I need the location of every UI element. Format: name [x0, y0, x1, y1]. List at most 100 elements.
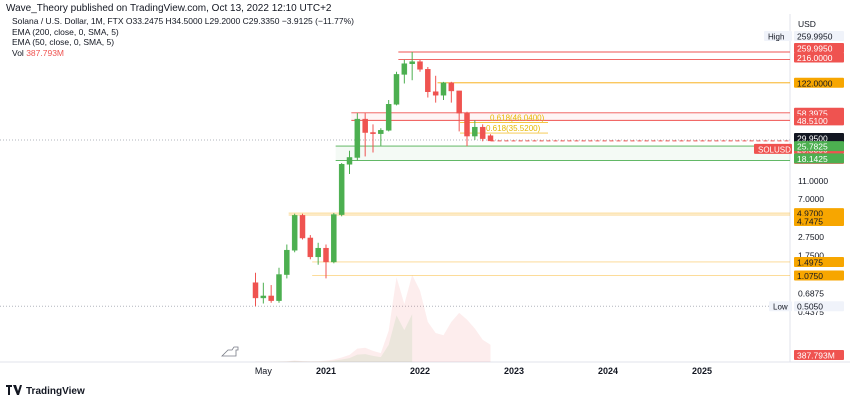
price-tag-bg-12 [794, 216, 844, 227]
price-tag-2: 216.0000 [797, 53, 833, 63]
price-tag-label-0: High [768, 33, 784, 42]
legend-symbol: Solana / U.S. Dollar, 1M, FTX [12, 16, 124, 26]
price-tag-bg-16 [794, 350, 844, 360]
price-tag-bg-4 [794, 107, 844, 118]
price-tag-label-bg-7 [754, 143, 792, 154]
y-tick-2: 2.7500 [798, 232, 824, 242]
price-tag-1: 259.9950 [797, 44, 833, 54]
candle-body-29 [479, 126, 486, 139]
y-tick-5: 0.4375 [798, 307, 824, 317]
tradingview-logo-icon [6, 385, 22, 398]
y-tick-4: 0.6875 [798, 289, 824, 299]
price-tag-11: 4.9700 [797, 209, 823, 219]
candle-body-26 [456, 90, 462, 114]
candle-body-11 [338, 164, 345, 215]
candle-body-14 [362, 118, 368, 133]
candle-body-1 [260, 295, 267, 299]
candle-body-9 [323, 247, 329, 263]
x-tick-2023: 2023 [504, 366, 524, 376]
tradingview-logo-text: TradingView [26, 386, 85, 397]
candle-body-0 [252, 282, 259, 299]
candle-body-24 [440, 82, 447, 96]
legend-vol-label: Vol [12, 47, 24, 58]
candle-body-20 [409, 61, 415, 64]
price-tag-bg-2 [794, 52, 844, 63]
candle-body-22 [425, 69, 431, 92]
price-tag-bg-5 [794, 115, 844, 126]
price-tag-label-bg-15 [769, 301, 792, 312]
currency-label: USD [798, 19, 816, 29]
publisher-header: Wave_Theory published on TradingView.com… [6, 3, 332, 14]
x-tick-May: May [255, 366, 273, 376]
price-tag-3: 122.0000 [797, 78, 833, 88]
candle-body-7 [307, 237, 314, 258]
price-tag-bg-13 [794, 256, 844, 267]
candle-body-25 [448, 82, 455, 92]
price-tag-15: 0.5050 [797, 302, 823, 312]
legend-ema200[interactable]: EMA (200, close, 0, SMA, 5) [12, 26, 119, 37]
price-tag-bg-10 [794, 153, 844, 164]
candle-body-16 [378, 130, 384, 134]
price-tag-label-15: Low [773, 303, 788, 312]
x-tick-2021: 2021 [316, 366, 336, 376]
candle-body-30 [487, 135, 494, 142]
candle-body-28 [472, 126, 478, 137]
candle-body-19 [401, 63, 408, 75]
candle-body-18 [393, 74, 400, 105]
legend-ema50[interactable]: EMA (50, close, 0, SMA, 5) [12, 37, 115, 47]
candle-body-15 [370, 132, 376, 134]
price-tag-label-bg-0 [764, 31, 792, 41]
resistance-zone [351, 112, 790, 121]
price-tag-5: 48.5100 [797, 116, 828, 126]
legend-vol-value: 387.793M [26, 47, 65, 58]
price-tag-16: 387.793M [797, 351, 835, 361]
price-tag-0: 259.9950 [797, 32, 833, 42]
price-tag-10: 18.1425 [797, 154, 828, 164]
price-tag-4: 58.3975 [797, 108, 828, 118]
candle-body-8 [315, 247, 321, 258]
price-tag-bg-15 [794, 301, 844, 312]
price-tag-bg-9 [794, 141, 844, 152]
legend-ohlc: O33.2475 H34.5000 L29.2000 C29.3350 −3.9… [125, 16, 354, 26]
price-tag-bg-6 [794, 133, 844, 143]
price-tag-12: 4.7475 [797, 217, 823, 227]
candle-body-2 [268, 295, 274, 301]
fib-label-0: 0.618(46.0400) [490, 113, 545, 122]
candle-body-13 [354, 118, 361, 158]
y-tick-1: 7.0000 [798, 194, 824, 204]
candle-body-23 [432, 91, 439, 96]
y-tick-0: 11.0000 [798, 176, 828, 186]
price-tag-13: 1.4975 [797, 257, 823, 267]
candle-body-10 [331, 214, 337, 263]
price-tag-bg-14 [794, 270, 844, 281]
support-zone [335, 146, 790, 161]
volume-area [255, 275, 491, 362]
price-tag-bg-0 [794, 31, 844, 41]
price-tag-bg-11 [794, 208, 844, 219]
candle-body-4 [284, 249, 290, 275]
y-tick-3: 1.7500 [798, 251, 824, 261]
x-tick-2022: 2022 [410, 366, 430, 376]
candle-body-5 [291, 215, 298, 251]
candle-body-17 [385, 104, 392, 131]
price-tag-6: 29.9500 [797, 134, 828, 144]
x-tick-2025: 2025 [692, 366, 712, 376]
fib-label-1: 0.618(35.5200) [486, 124, 541, 133]
price-tag-label-7: SOLUSD [758, 145, 791, 154]
legend-symbol-row[interactable]: Solana / U.S. Dollar, 1M, FTX O33.2475 H… [12, 16, 354, 27]
candle-body-3 [276, 274, 282, 301]
chart-legend: Solana / U.S. Dollar, 1M, FTX O33.2475 H… [12, 16, 354, 58]
tradingview-footer[interactable]: TradingView [6, 385, 85, 398]
candle-body-21 [417, 61, 423, 70]
x-tick-2024: 2024 [598, 366, 618, 376]
candle-body-6 [299, 215, 306, 239]
price-tag-bg-1 [794, 43, 844, 53]
candle-body-27 [464, 112, 470, 137]
volume-area-up [255, 314, 413, 362]
legend-volume-row[interactable]: Vol 387.793M [12, 48, 354, 59]
price-tag-14: 1.0750 [797, 271, 823, 281]
candle-body-12 [346, 157, 353, 165]
price-tag-bg-3 [794, 77, 844, 88]
idea-marker-icon [221, 346, 239, 357]
